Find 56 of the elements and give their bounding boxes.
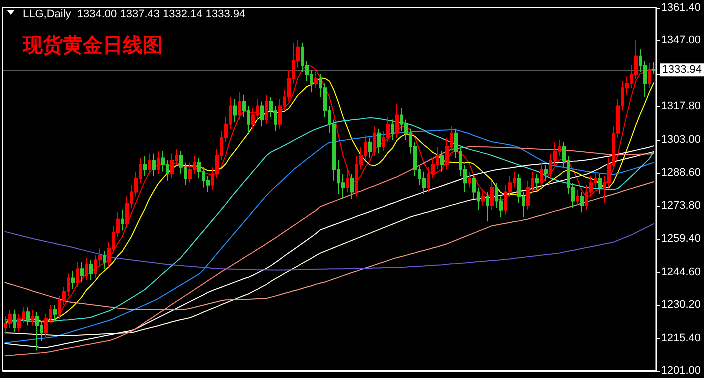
- y-tick-label: 1215.40: [661, 332, 702, 344]
- chart-subtitle: LLG,Daily 1334.00 1337.43 1332.14 1333.94: [23, 8, 246, 20]
- candlestick: [391, 119, 394, 141]
- candlestick: [314, 72, 318, 89]
- ref-line-label: 1333.94: [662, 64, 702, 76]
- candlestick: [265, 94, 268, 125]
- line-series: [4, 223, 654, 271]
- candlestick: [490, 180, 494, 211]
- candlestick: [85, 257, 88, 281]
- y-tick-label: 1273.80: [661, 200, 702, 212]
- candlestick: [157, 150, 160, 175]
- candlestick: [377, 128, 381, 154]
- candlestick: [89, 260, 93, 281]
- y-tick-label: 1201.00: [661, 365, 702, 377]
- candlestick: [346, 169, 349, 193]
- candlestick: [598, 174, 602, 195]
- candlestick: [350, 174, 354, 200]
- candlestick: [576, 189, 579, 206]
- candlestick: [71, 270, 75, 290]
- candlestick: [395, 103, 399, 138]
- candlestick: [652, 62, 656, 75]
- y-tick-label: 1303.00: [661, 134, 702, 146]
- candlestick: [486, 192, 489, 222]
- y-tick-label: 1288.60: [661, 166, 702, 179]
- candlestick: [76, 262, 79, 288]
- candlestick: [80, 262, 84, 284]
- candlestick: [373, 126, 376, 157]
- candlestick: [238, 92, 241, 120]
- text: 现货黄金日线图: [22, 33, 163, 57]
- candlestick: [481, 189, 485, 206]
- candlestick: [143, 156, 147, 177]
- candlestick: [35, 312, 39, 352]
- candlestick: [152, 153, 156, 177]
- candlestick: [440, 150, 444, 172]
- candlestick: [13, 309, 16, 334]
- line-series: [4, 182, 654, 310]
- y-tick-label: 1259.40: [661, 232, 702, 245]
- candlestick: [260, 101, 264, 128]
- candlestick: [121, 210, 124, 232]
- candlestick: [540, 162, 543, 188]
- candlestick: [53, 304, 57, 322]
- candlestick: [535, 174, 539, 190]
- candlestick: [26, 307, 30, 326]
- y-tick-label: 1244.60: [661, 266, 702, 278]
- candlestick: [103, 250, 106, 270]
- candlestick: [170, 153, 174, 180]
- candlestick: [368, 137, 372, 159]
- y-tick-label: 1361.40: [661, 2, 702, 14]
- candlestick: [233, 98, 237, 123]
- y-tick-label: 1230.20: [661, 298, 702, 311]
- candlestick: [580, 192, 584, 214]
- y-tick-label: 1317.80: [661, 100, 702, 113]
- y-tick-label: 1347.00: [661, 34, 702, 47]
- candlestick: [148, 153, 151, 175]
- candlestick: [468, 171, 471, 188]
- candlestick: [544, 164, 548, 182]
